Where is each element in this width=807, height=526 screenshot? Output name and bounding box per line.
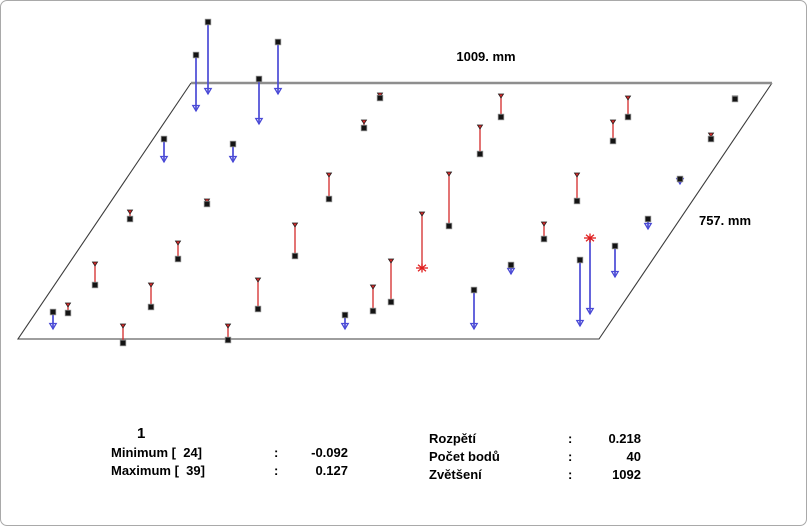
stat-row-minimum: Minimum [ 24] : -0.092 [111,444,348,462]
minimum-label: Minimum [ 24] [111,445,203,460]
point-count-colon: : [568,449,573,464]
maximum-value: 0.127 [315,463,348,478]
magnification-label: Zvětšení [429,467,482,482]
stats-block-summary: Rozpětí : 0.218 Počet bodů : 40 Zvětšení… [429,430,641,484]
stat-row-magnification: Zvětšení : 1092 [429,466,641,484]
point-count-label: Počet bodů [429,449,500,464]
stat-row-maximum: Maximum [ 39] : 0.127 [111,462,348,480]
plot-width-label: 1009. mm [456,49,516,64]
stats-block-minmax: Minimum [ 24] : -0.092 Maximum [ 39] : 0… [111,444,348,480]
range-label: Rozpětí [429,431,476,446]
plot-depth-label: 757. mm [698,213,752,228]
magnification-colon: : [568,467,573,482]
minimum-colon: : [274,445,279,460]
stats-group-number: 1 [137,425,146,442]
maximum-label: Maximum [ 39] [111,463,205,478]
point-count-value: 40 [626,449,641,464]
stat-row-range: Rozpětí : 0.218 [429,430,641,448]
stat-row-point-count: Počet bodů : 40 [429,448,641,466]
magnification-value: 1092 [612,467,641,482]
maximum-colon: : [274,463,279,478]
range-value: 0.218 [608,431,641,446]
minimum-value: -0.092 [311,445,348,460]
range-colon: : [568,431,573,446]
